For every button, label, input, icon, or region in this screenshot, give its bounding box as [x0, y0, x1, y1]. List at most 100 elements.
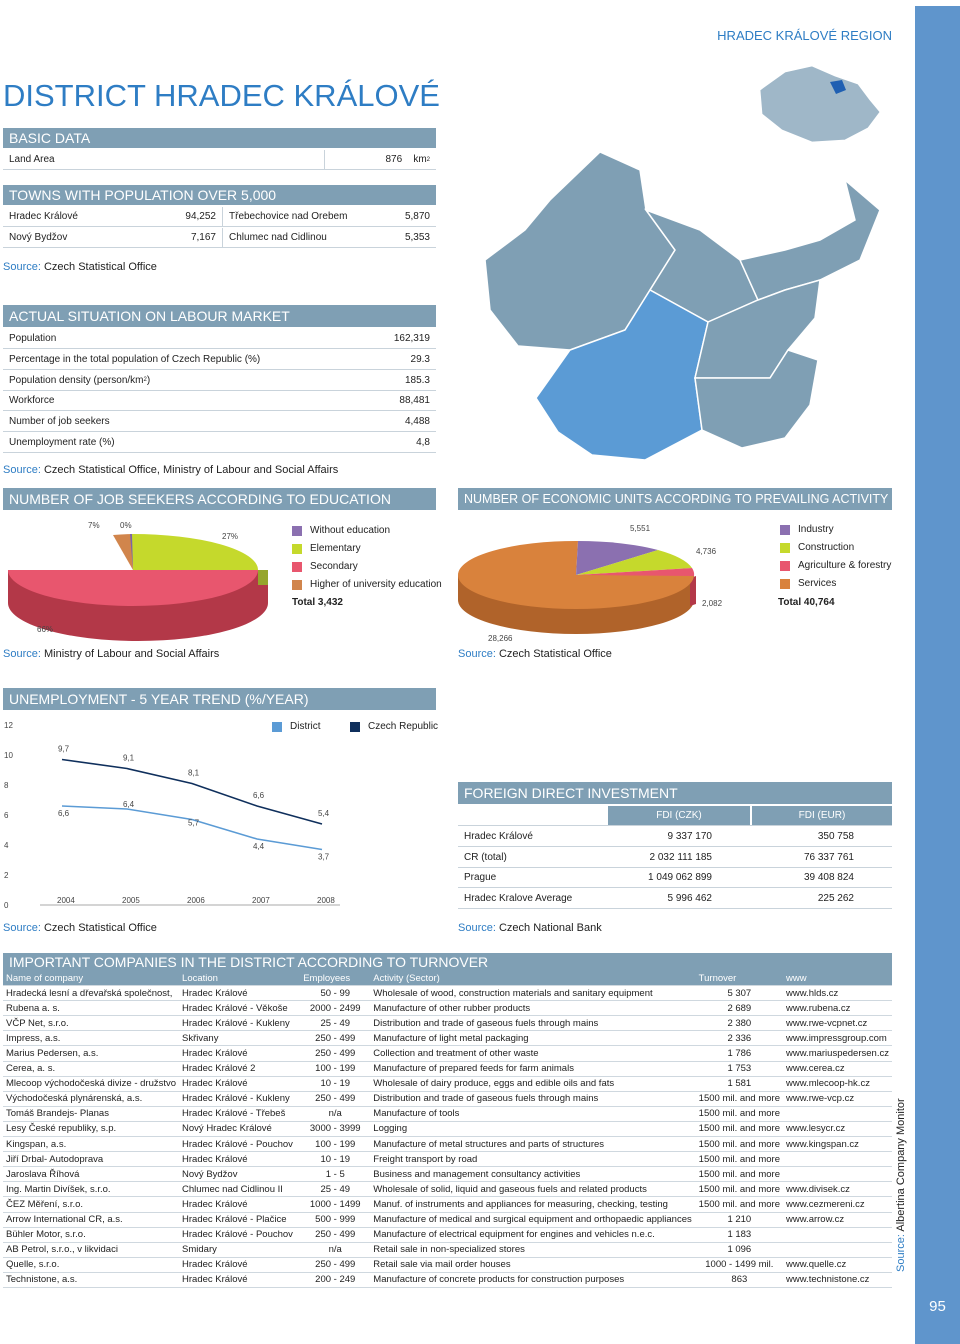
- table-cell: Retail sale via mail order houses: [373, 1259, 511, 1271]
- table-cell: 200 - 249: [315, 1274, 356, 1286]
- table-cell: 1500 mil. and more: [698, 1108, 780, 1120]
- table-cell: Hradec Králové - Plačice: [182, 1214, 287, 1226]
- table-cell: Východočeská plynárenská, a.s.: [6, 1093, 143, 1105]
- table-row: Impress, a.s. Skřivany 250 - 499 Manufactur…: [3, 1031, 892, 1046]
- table-cell: www.arrow.cz: [786, 1214, 845, 1226]
- table-cell: Wholesale of solid, liquid and gaseous f…: [373, 1183, 647, 1195]
- x-tick-label: 2005: [122, 896, 140, 905]
- legend-secondary: Secondary: [292, 561, 358, 572]
- y-tick-label: 0: [4, 901, 9, 910]
- fdi-col-czk: FDI (CZK): [608, 806, 750, 825]
- data-label: 6,4: [123, 800, 135, 809]
- table-cell: Manufacture of concrete products for con…: [373, 1274, 625, 1286]
- table-cell: Hradec Králové: [182, 1048, 248, 1060]
- fdi-row: Hradec Králové 9 337 170 350 758: [458, 827, 892, 847]
- fdi-label: Prague: [464, 872, 497, 883]
- job-seekers-heading: NUMBER OF JOB SEEKERS ACCORDING TO EDUCA…: [3, 488, 436, 510]
- table-cell: 250 - 499: [315, 1032, 356, 1044]
- companies-col-header: Activity (Sector): [373, 972, 440, 984]
- table-row: Východočeská plynárenská, a.s. Hradec Krá…: [3, 1091, 892, 1107]
- fdi-eur: 76 337 761: [803, 851, 854, 863]
- table-row: Ing. Martin Divíšek, s.r.o. Chlumec nad C…: [3, 1182, 892, 1197]
- table-cell: www.cerea.cz: [786, 1063, 845, 1075]
- table-cell: AB Petrol, s.r.o., v likvidaci: [6, 1244, 118, 1256]
- table-row: Bühler Motor, s.r.o. Hradec Králové - Pou…: [3, 1227, 892, 1243]
- labour-row: Workforce 88,481: [3, 391, 436, 412]
- table-cell: Nový Bydžov: [182, 1168, 238, 1180]
- table-cell: 5 307: [727, 987, 752, 999]
- fdi-label: CR (total): [464, 851, 507, 863]
- table-row: Jaroslava Říhová Nový Bydžov 1 - 5 Business…: [3, 1167, 892, 1182]
- label-industry: 5,551: [630, 524, 651, 533]
- land-area-row: Land Area 876 km 2: [3, 150, 436, 170]
- companies-col-header: Location: [182, 972, 218, 984]
- table-cell: 1500 mil. and more: [698, 1168, 780, 1180]
- fdi-label: Hradec Kralove Average: [464, 892, 573, 904]
- table-cell: Wholesale of wood, construction material…: [373, 987, 653, 999]
- fdi-czk: 1 049 062 899: [648, 872, 712, 883]
- table-cell: 10 - 19: [320, 1078, 351, 1090]
- table-cell: Retail sale in non-specialized stores: [373, 1244, 525, 1256]
- legend-agriculture: Agriculture & forestry: [780, 560, 891, 571]
- label-higher: 66%: [37, 625, 54, 634]
- table-cell: 1500 mil. and more: [698, 1093, 780, 1105]
- table-cell: 10 - 19: [320, 1153, 351, 1165]
- table-cell: Distribution and trade of gaseous fuels …: [373, 1093, 599, 1105]
- fdi-eur: 225 262: [817, 892, 854, 904]
- table-cell: Skřivany: [182, 1032, 219, 1044]
- table-cell: Tomáš Brandejs- Planas: [6, 1108, 109, 1120]
- table-cell: 2 689: [727, 1002, 752, 1014]
- table-cell: 1500 mil. and more: [698, 1198, 780, 1210]
- fdi-czk: 9 337 170: [667, 831, 713, 842]
- job-seekers-total: Total 3,432: [292, 597, 343, 608]
- table-row: Mlecoop východočeská divize - družstvo Hr…: [3, 1076, 892, 1092]
- table-cell: Freight transport by road: [373, 1153, 478, 1165]
- towns-row-2: Nový Bydžov 7,167 Chlumec nad Cidlinou 5…: [3, 228, 436, 248]
- economic-units-source: Source: Czech Statistical Office: [458, 648, 612, 660]
- table-cell: Bühler Motor, s.r.o.: [6, 1229, 86, 1241]
- table-cell: Manuf. of instruments and appliances for…: [373, 1198, 668, 1210]
- fdi-row: Hradec Kralove Average 5 996 462 225 262: [458, 889, 892, 909]
- region-label: HRADEC KRÁLOVÉ REGION: [717, 28, 892, 43]
- companies-heading: IMPORTANT COMPANIES IN THE DISTRICT ACCO…: [3, 953, 892, 971]
- table-cell: [783, 1167, 892, 1182]
- table-cell: Technistone, a.s.: [6, 1274, 78, 1286]
- labour-row-value: 29.3: [410, 353, 430, 365]
- table-cell: Hradec Králové - Pouchov: [182, 1138, 293, 1150]
- town-name: Hradec Králové: [9, 211, 78, 222]
- table-cell: 1 581: [727, 1078, 752, 1090]
- table-cell: Manufacture of metal structures and part…: [373, 1138, 605, 1150]
- table-cell: www.cezmereni.cz: [786, 1198, 865, 1210]
- page-number: 95: [929, 1298, 946, 1315]
- companies-col-header: Name of company: [6, 972, 84, 984]
- table-cell: Hradec Králové - Třebeš: [182, 1108, 286, 1120]
- labour-row-label: Population: [9, 333, 57, 344]
- table-cell: 1500 mil. and more: [698, 1123, 780, 1135]
- table-cell: 50 - 99: [320, 987, 351, 999]
- pie-side-secondary: [258, 570, 268, 585]
- legend-industry: Industry: [780, 524, 834, 535]
- table-cell: 2000 - 2499: [309, 1002, 361, 1014]
- table-cell: Distribution and trade of gaseous fuels …: [373, 1017, 599, 1029]
- town-population: 5,870: [404, 211, 430, 222]
- table-cell: Manufacture of other rubber products: [373, 1002, 531, 1014]
- economic-units-pie: [458, 540, 696, 634]
- y-tick-label: 2: [4, 871, 9, 880]
- eco-slice-construction: [576, 550, 692, 575]
- table-cell: 500 - 999: [315, 1214, 356, 1226]
- data-label: 5,4: [318, 809, 330, 818]
- table-cell: 25 - 49: [320, 1017, 351, 1029]
- x-tick-label: 2007: [252, 896, 270, 905]
- fdi-col-eur: FDI (EUR): [752, 806, 892, 825]
- table-row: Arrow International CR, a.s. Hradec Králo…: [3, 1212, 892, 1228]
- table-cell: 1500 mil. and more: [698, 1183, 780, 1195]
- table-cell: 100 - 199: [315, 1138, 356, 1150]
- legend-elementary: Elementary: [292, 543, 361, 554]
- table-cell: www.technistone.cz: [786, 1274, 870, 1286]
- town-name: Třebechovice nad Orebem: [229, 211, 348, 222]
- y-tick-label: 8: [4, 781, 9, 790]
- pie-slice-secondary: [131, 533, 258, 570]
- table-row: Marius Pedersen, a.s. Hradec Králové 250 -…: [3, 1046, 892, 1062]
- table-cell: 1 - 5: [325, 1168, 345, 1180]
- table-cell: Quelle, s.r.o.: [6, 1259, 60, 1271]
